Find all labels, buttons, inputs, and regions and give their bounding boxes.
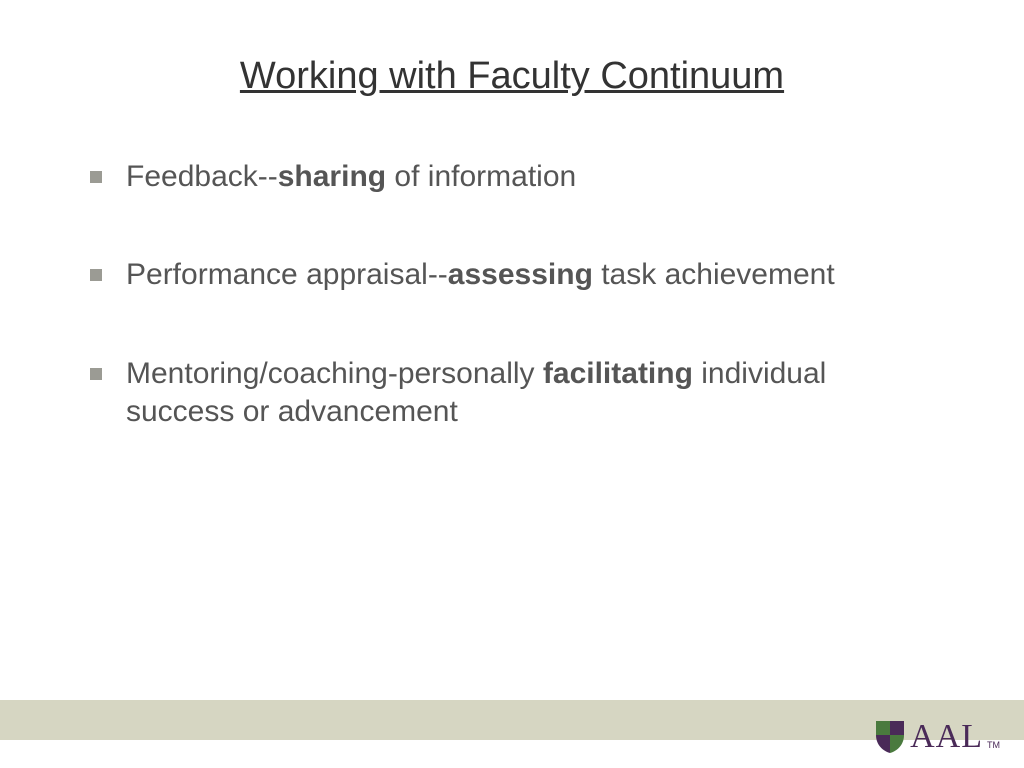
shield-icon — [876, 721, 904, 753]
logo-text: AAL — [910, 718, 983, 756]
bullet-text-pre: Performance appraisal-- — [126, 258, 448, 291]
slide: Working with Faculty Continuum Feedback-… — [0, 0, 1024, 768]
bullet-text-post: of information — [386, 160, 576, 193]
bullet-list: Feedback--sharing of information Perform… — [90, 158, 934, 432]
bullet-text-bold: assessing — [448, 258, 593, 291]
bullet-text-bold: sharing — [278, 160, 386, 193]
bullet-text-pre: Feedback-- — [126, 160, 278, 193]
bullet-text-pre: Mentoring/coaching-personally — [126, 357, 543, 390]
slide-content: Feedback--sharing of information Perform… — [0, 98, 1024, 432]
list-item: Performance appraisal--assessing task ac… — [90, 256, 934, 294]
list-item: Mentoring/coaching-personally facilitati… — [90, 355, 934, 432]
logo-trademark: TM — [987, 740, 1000, 750]
list-item: Feedback--sharing of information — [90, 158, 934, 196]
bullet-text-bold: facilitating — [543, 357, 693, 390]
bullet-text-post: task achievement — [593, 258, 835, 291]
slide-title: Working with Faculty Continuum — [0, 0, 1024, 98]
footer-logo: AAL TM — [876, 718, 1000, 756]
footer-bar — [0, 700, 1024, 740]
